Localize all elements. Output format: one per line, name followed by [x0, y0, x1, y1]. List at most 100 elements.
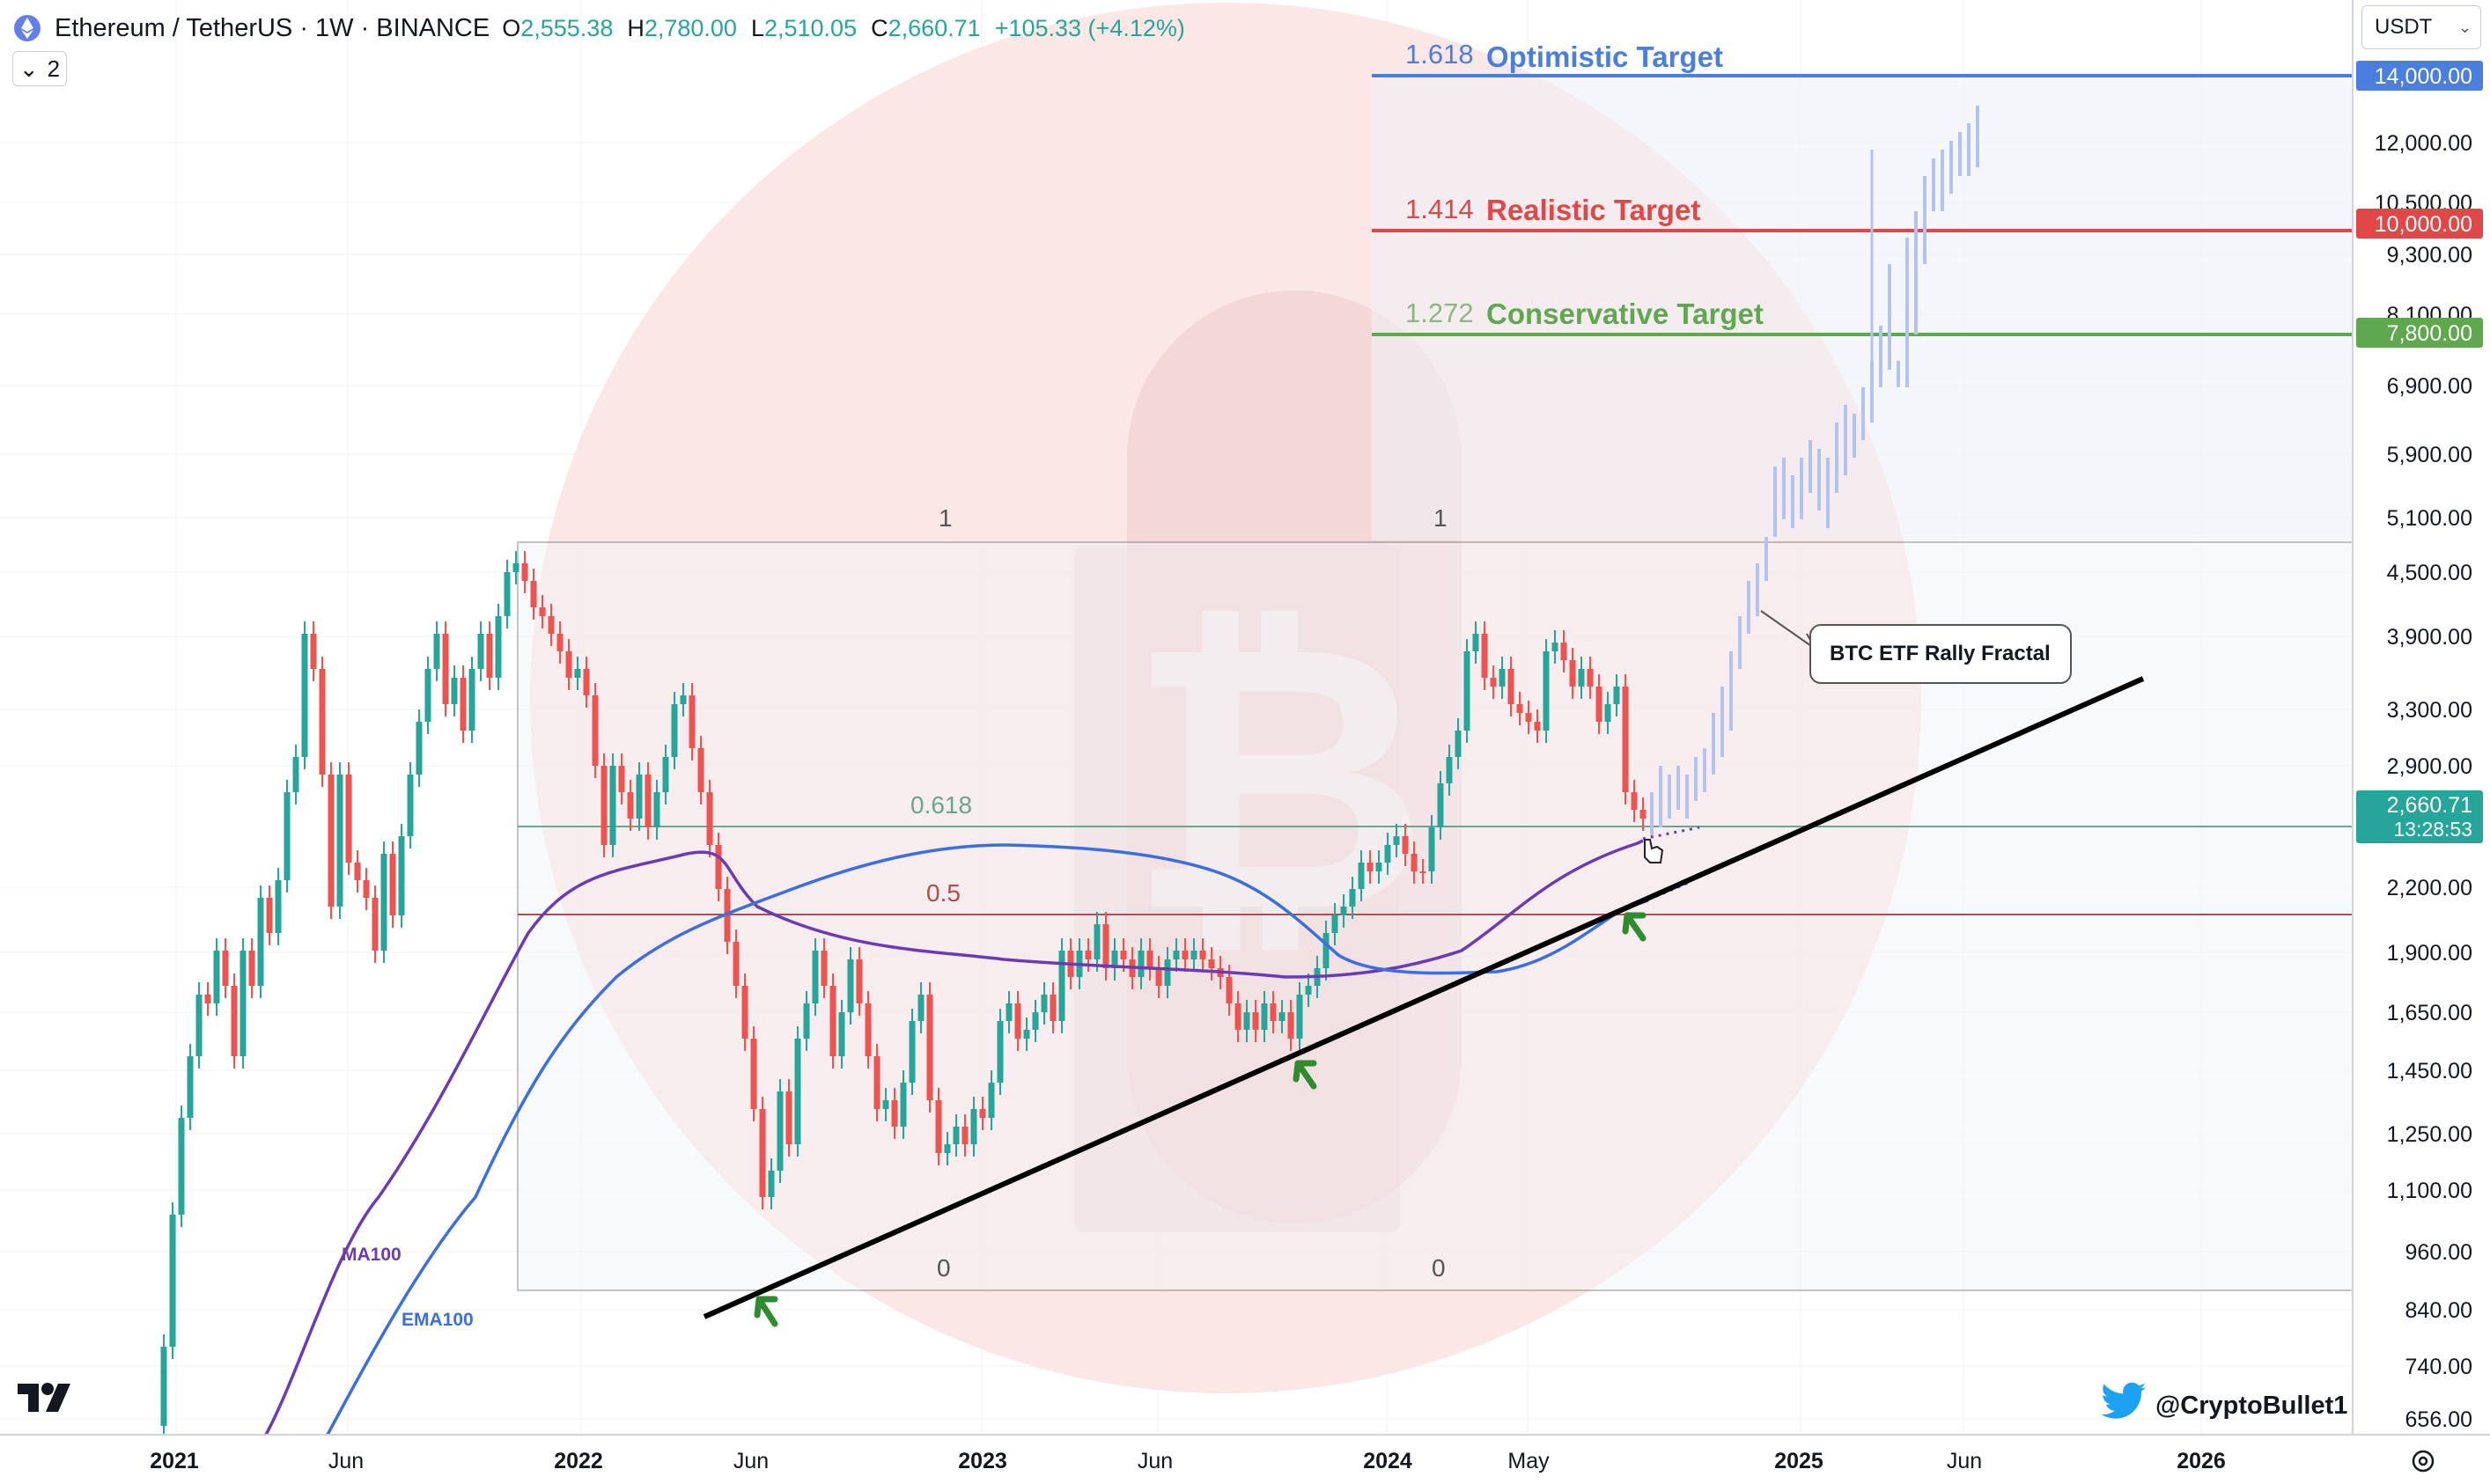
- candle: [1631, 780, 1638, 822]
- candle: [1402, 824, 1409, 866]
- callout[interactable]: BTC ETF Rally Fractal: [1760, 610, 2072, 684]
- candle: [1587, 657, 1594, 699]
- price-tick-label: 5,100.00: [2387, 506, 2472, 531]
- candle: [768, 1158, 775, 1209]
- time-axis-label: May: [1507, 1449, 1550, 1473]
- candle: [1014, 991, 1021, 1051]
- symbol-title[interactable]: Ethereum / TetherUS · 1W · BINANCE: [55, 13, 490, 42]
- candle: [372, 885, 379, 963]
- conservative-ratio: 1.272: [1405, 298, 1474, 328]
- price-tick-label: 3,300.00: [2387, 698, 2472, 723]
- candle: [424, 657, 431, 734]
- candle: [1481, 621, 1488, 690]
- indicators-collapse-button[interactable]: ⌄ 2: [12, 51, 67, 86]
- candle: [178, 1106, 185, 1227]
- cursor-hand-icon: [1644, 839, 1664, 863]
- candle: [539, 595, 546, 628]
- candle: [1032, 1000, 1039, 1042]
- candle: [697, 736, 704, 804]
- candle: [257, 885, 264, 998]
- ma-extension: [1642, 826, 1700, 841]
- candle: [636, 762, 643, 831]
- candle: [266, 885, 273, 945]
- candle: [512, 551, 519, 584]
- candle: [653, 780, 660, 840]
- candle: [380, 841, 387, 963]
- conservative-label: Conservative Target: [1486, 298, 1764, 330]
- candle: [1322, 921, 1330, 981]
- arrow-up-icon: [754, 1296, 778, 1327]
- indicator-count: 2: [47, 55, 61, 82]
- candle: [1296, 982, 1303, 1051]
- candle: [891, 1088, 898, 1139]
- candle: [556, 621, 564, 664]
- candle: [961, 1114, 969, 1157]
- realistic-ratio: 1.414: [1405, 194, 1474, 224]
- candle: [1023, 1017, 1030, 1051]
- candle: [1490, 665, 1497, 699]
- currency-select[interactable]: USDT ⌄: [2361, 5, 2481, 49]
- candle: [345, 762, 352, 875]
- fib-labels: 1 1 0.618 0.5 0 0: [910, 504, 1448, 1282]
- candle: [169, 1202, 176, 1359]
- candle: [1102, 912, 1109, 981]
- candle: [1287, 1000, 1294, 1051]
- tradingview-logo-icon[interactable]: [16, 1378, 74, 1417]
- candle: [900, 1070, 907, 1139]
- candle: [662, 745, 669, 804]
- candle: [829, 973, 836, 1069]
- candle: [803, 991, 810, 1051]
- price-tick-label: 2,200.00: [2387, 876, 2472, 900]
- price-tick-label: 840.00: [2405, 1298, 2472, 1323]
- price-tick-label: 6,900.00: [2387, 374, 2472, 399]
- candle: [1138, 938, 1145, 989]
- candle: [530, 569, 537, 620]
- ohlc-open-key: O: [502, 14, 521, 41]
- candle: [618, 753, 625, 804]
- candle: [821, 938, 828, 998]
- candle: [1305, 973, 1312, 1007]
- candle: [988, 1070, 995, 1130]
- candle: [909, 1009, 916, 1095]
- time-scale[interactable]: [0, 1435, 2490, 1484]
- candle: [882, 1088, 889, 1121]
- price-tick-label: 2,900.00: [2387, 754, 2472, 779]
- candle: [1411, 841, 1418, 884]
- candle: [187, 1044, 194, 1130]
- candle: [1384, 833, 1391, 875]
- fib-05-label: 0.5: [926, 879, 961, 907]
- candle: [1331, 903, 1338, 945]
- gear-icon[interactable]: [2405, 1444, 2441, 1479]
- ma100-label: MA100: [342, 1245, 401, 1265]
- ethereum-logo-icon: [12, 13, 42, 43]
- candle: [759, 1097, 766, 1209]
- candle: [1349, 877, 1356, 919]
- candle: [213, 938, 220, 1016]
- price-badge: 7,800.00: [2356, 318, 2483, 348]
- candle: [794, 1026, 801, 1157]
- price-scale[interactable]: [2353, 0, 2490, 1435]
- candle: [1261, 991, 1268, 1042]
- price-tick-label: 1,650.00: [2387, 1001, 2472, 1025]
- ohlc-close-key: C: [871, 14, 888, 41]
- candle: [231, 973, 238, 1069]
- candle: [1094, 912, 1101, 972]
- candle: [1525, 701, 1532, 734]
- candle: [1190, 938, 1197, 972]
- target-labels: 1.618 Optimistic Target 1.414 Realistic …: [1405, 39, 1764, 330]
- candle: [997, 1009, 1004, 1095]
- ohlc-high-key: H: [627, 14, 645, 41]
- time-axis-label: Jun: [328, 1449, 364, 1473]
- optimistic-label: Optimistic Target: [1486, 40, 1723, 73]
- candle: [1252, 1000, 1259, 1042]
- svg-text:10,000.00: 10,000.00: [2375, 212, 2472, 237]
- realistic-label: Realistic Target: [1486, 194, 1700, 226]
- candle: [1146, 938, 1153, 981]
- candle: [953, 1114, 960, 1157]
- candle: [1208, 947, 1215, 981]
- candle: [1534, 709, 1541, 743]
- price-badge: 10,000.00: [2356, 209, 2483, 239]
- candle: [627, 780, 634, 831]
- candle: [204, 982, 211, 1016]
